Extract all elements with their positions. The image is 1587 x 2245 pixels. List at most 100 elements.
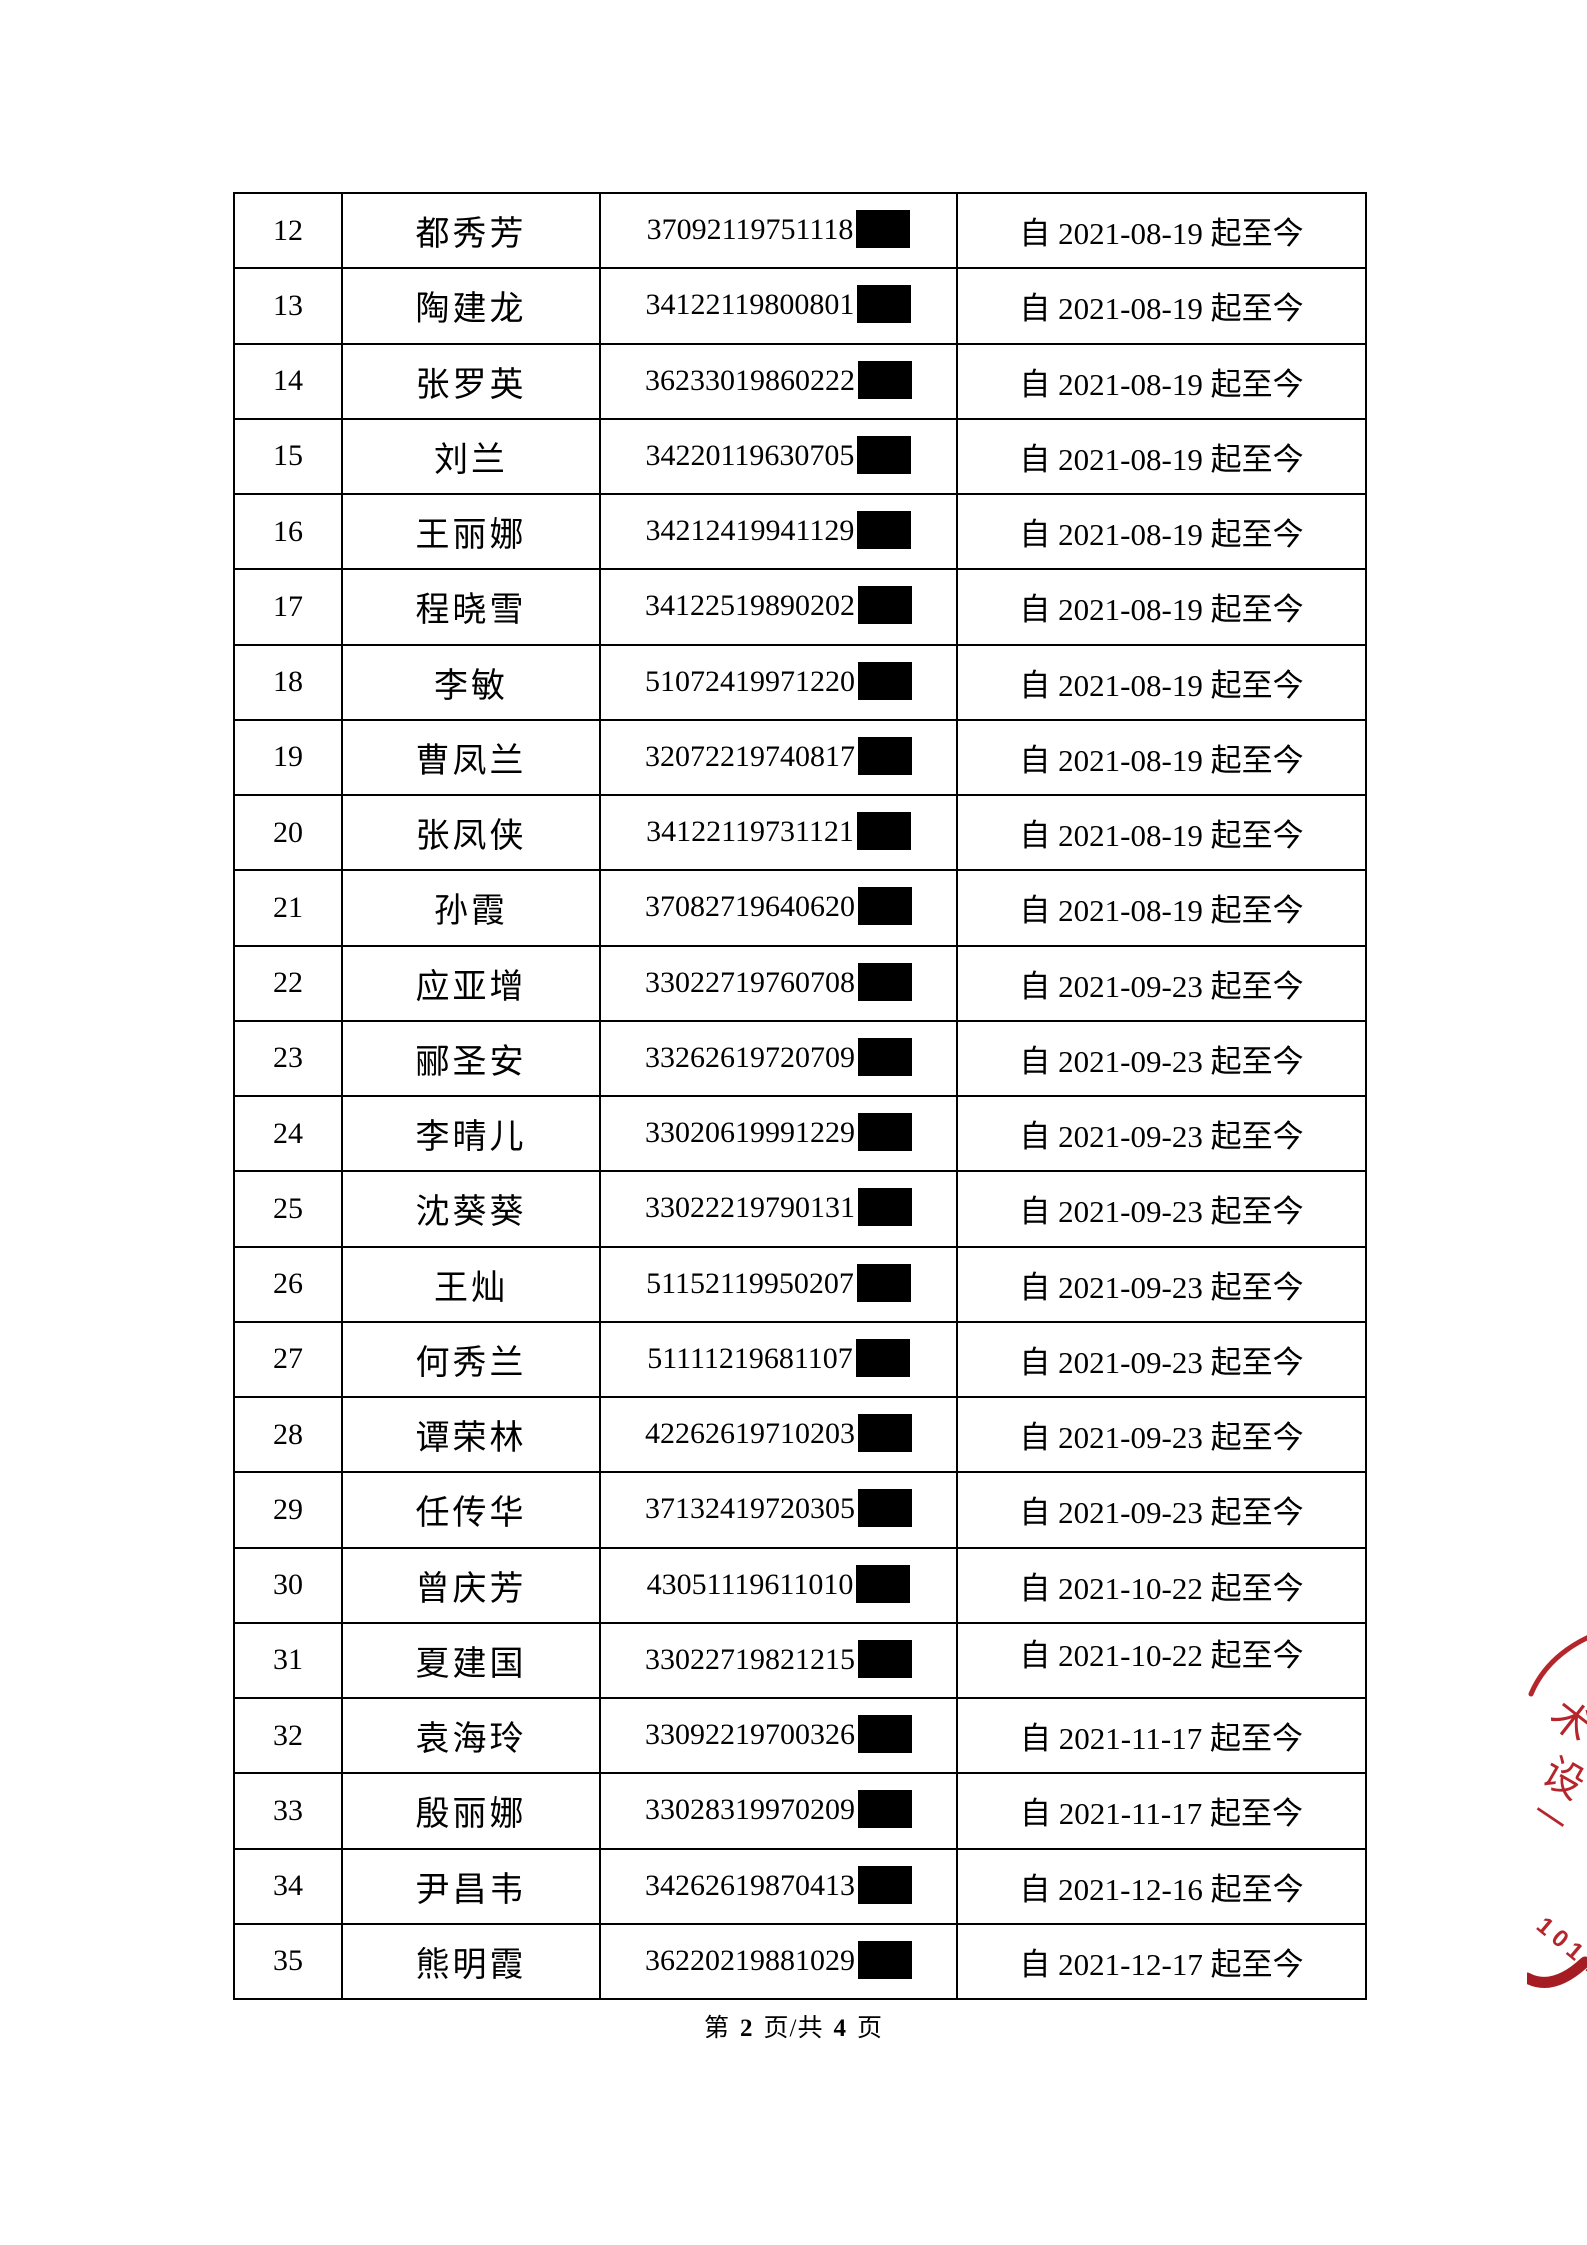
redaction-box bbox=[858, 736, 912, 775]
person-name-cell: 张罗英 bbox=[341, 342, 601, 420]
id-number-visible-digits: 34122119800801 bbox=[645, 288, 855, 322]
id-number-cell: 34262619870413 bbox=[599, 1847, 958, 1925]
id-number-cell: 36233019860222 bbox=[599, 342, 958, 420]
redaction-box bbox=[858, 661, 912, 700]
redaction-box bbox=[858, 1639, 912, 1678]
validity-period-cell: 自 2021-08-19 起至今 bbox=[956, 342, 1367, 420]
id-number-visible-digits: 37092119751118 bbox=[646, 213, 854, 247]
id-number-visible-digits: 33020619991229 bbox=[645, 1116, 855, 1150]
row-number-cell: 33 bbox=[233, 1772, 343, 1850]
person-name-cell: 曹凤兰 bbox=[341, 718, 601, 797]
redaction-box bbox=[856, 812, 911, 851]
id-number-visible-digits: 33028319970209 bbox=[645, 1793, 855, 1827]
validity-period-cell: 自 2021-09-23 起至今 bbox=[956, 1395, 1367, 1474]
table-row: 20 张凤侠 34122119731121 自 2021-08-19 起至今 bbox=[233, 793, 1367, 872]
row-number-cell: 13 bbox=[233, 267, 343, 345]
seal-character-2: 设 bbox=[1535, 1749, 1587, 1808]
validity-period-cell: 自 2021-09-23 起至今 bbox=[956, 1019, 1367, 1098]
row-number-cell: 29 bbox=[233, 1471, 343, 1549]
row-number-cell: 26 bbox=[233, 1245, 343, 1323]
row-number-cell: 27 bbox=[233, 1320, 343, 1399]
redaction-box bbox=[858, 1489, 912, 1528]
validity-period-cell: 自 2021-08-19 起至今 bbox=[956, 568, 1367, 646]
table-row: 30 曾庆芳 43051119611010 自 2021-10-22 起至今 bbox=[233, 1546, 1367, 1624]
redaction-box bbox=[858, 887, 912, 926]
person-name-cell: 郦圣安 bbox=[341, 1019, 601, 1098]
id-number-cell: 34122119800801 bbox=[599, 267, 958, 345]
id-number-visible-digits: 34122519890202 bbox=[645, 589, 855, 623]
person-name-cell: 程晓雪 bbox=[341, 568, 601, 646]
validity-period-cell: 自 2021-08-19 起至今 bbox=[956, 643, 1367, 721]
validity-period-cell: 自 2021-08-19 起至今 bbox=[956, 492, 1367, 571]
table-row: 21 孙霞 37082719640620 自 2021-08-19 起至今 bbox=[233, 869, 1367, 947]
redaction-box bbox=[858, 586, 912, 625]
seal-graphic: 术 设 一 1014 bbox=[1527, 1635, 1587, 1988]
id-number-visible-digits: 36220219881029 bbox=[645, 1943, 855, 1977]
id-number-visible-digits: 33022719760708 bbox=[645, 965, 855, 999]
id-number-visible-digits: 33092219700326 bbox=[645, 1718, 855, 1752]
table-row: 16 王丽娜 34212419941129 自 2021-08-19 起至今 bbox=[233, 492, 1367, 571]
row-number-cell: 21 bbox=[233, 869, 343, 947]
person-name-cell: 刘兰 bbox=[341, 417, 601, 496]
validity-period-cell: 自 2021-08-19 起至今 bbox=[956, 417, 1367, 496]
id-number-cell: 51152119950207 bbox=[599, 1245, 958, 1323]
id-number-visible-digits: 34262619870413 bbox=[645, 1868, 855, 1902]
id-number-visible-digits: 32072219740817 bbox=[645, 739, 855, 773]
person-name-cell: 陶建龙 bbox=[341, 267, 601, 345]
id-number-visible-digits: 51072419971220 bbox=[645, 664, 855, 698]
id-number-cell: 32072219740817 bbox=[599, 718, 958, 797]
footer-suffix: 页 bbox=[856, 2015, 883, 2042]
table-row: 12 都秀芳 37092119751118 自 2021-08-19 起至今 bbox=[233, 191, 1367, 270]
id-number-visible-digits: 33262619720709 bbox=[645, 1040, 855, 1074]
id-number-cell: 34212419941129 bbox=[599, 492, 958, 571]
seal-character-3: 一 bbox=[1527, 1794, 1573, 1844]
id-number-cell: 33022719821215 bbox=[599, 1621, 958, 1700]
id-number-visible-digits: 51111219681107 bbox=[647, 1341, 853, 1375]
redaction-box bbox=[856, 210, 911, 249]
seal-outer-arc-bottom bbox=[1527, 1956, 1587, 1988]
person-name-cell: 李敏 bbox=[341, 643, 601, 721]
id-number-visible-digits: 43051119611010 bbox=[646, 1567, 854, 1601]
row-number-cell: 19 bbox=[233, 718, 343, 797]
table-row: 32 袁海玲 33092219700326 自 2021-11-17 起至今 bbox=[233, 1696, 1367, 1775]
table-row: 15 刘兰 34220119630705 自 2021-08-19 起至今 bbox=[233, 417, 1367, 496]
table-row: 26 王灿 51152119950207 自 2021-09-23 起至今 bbox=[233, 1245, 1367, 1323]
table-row: 34 尹昌韦 34262619870413 自 2021-12-16 起至今 bbox=[233, 1847, 1367, 1925]
id-number-cell: 51111219681107 bbox=[599, 1320, 958, 1399]
id-number-visible-digits: 33022719821215 bbox=[645, 1642, 855, 1676]
person-name-cell: 夏建国 bbox=[341, 1621, 601, 1700]
redaction-box bbox=[857, 285, 912, 324]
id-number-cell: 36220219881029 bbox=[599, 1922, 958, 2001]
row-number-cell: 16 bbox=[233, 492, 343, 571]
validity-period-cell: 自 2021-09-23 起至今 bbox=[956, 1094, 1367, 1173]
person-name-cell: 王灿 bbox=[341, 1245, 601, 1323]
id-number-cell: 34122119731121 bbox=[599, 793, 958, 872]
validity-period-cell: 自 2021-10-22 起至今 bbox=[956, 1621, 1367, 1700]
redaction-box bbox=[856, 1263, 911, 1302]
id-number-cell: 37082719640620 bbox=[599, 869, 958, 947]
redaction-box bbox=[857, 511, 912, 550]
table-row: 25 沈葵葵 33022219790131 自 2021-09-23 起至今 bbox=[233, 1170, 1367, 1248]
row-number-cell: 34 bbox=[233, 1847, 343, 1925]
table-row: 13 陶建龙 34122119800801 自 2021-08-19 起至今 bbox=[233, 267, 1367, 345]
row-number-cell: 35 bbox=[233, 1922, 343, 2001]
id-number-cell: 34220119630705 bbox=[599, 417, 958, 496]
validity-period-cell: 自 2021-09-23 起至今 bbox=[956, 1320, 1367, 1399]
id-number-cell: 33092219700326 bbox=[599, 1696, 958, 1775]
validity-period-cell: 自 2021-12-17 起至今 bbox=[956, 1922, 1367, 2001]
table-row: 24 李晴儿 33020619991229 自 2021-09-23 起至今 bbox=[233, 1094, 1367, 1173]
redaction-box bbox=[858, 1414, 912, 1453]
id-number-cell: 33022219790131 bbox=[599, 1170, 958, 1248]
table-row: 23 郦圣安 33262619720709 自 2021-09-23 起至今 bbox=[233, 1019, 1367, 1098]
person-name-cell: 孙霞 bbox=[341, 869, 601, 947]
id-number-visible-digits: 51152119950207 bbox=[646, 1266, 854, 1300]
id-number-cell: 42262619710203 bbox=[599, 1395, 958, 1474]
redaction-box bbox=[858, 1188, 912, 1227]
person-name-cell: 何秀兰 bbox=[341, 1320, 601, 1399]
table-row: 22 应亚增 33022719760708 自 2021-09-23 起至今 bbox=[233, 944, 1367, 1022]
person-name-cell: 袁海玲 bbox=[341, 1696, 601, 1775]
validity-period-cell: 自 2021-10-22 起至今 bbox=[956, 1546, 1367, 1624]
validity-period-cell: 自 2021-08-19 起至今 bbox=[956, 718, 1367, 797]
table-row: 19 曹凤兰 32072219740817 自 2021-08-19 起至今 bbox=[233, 718, 1367, 797]
row-number-cell: 12 bbox=[233, 191, 343, 270]
